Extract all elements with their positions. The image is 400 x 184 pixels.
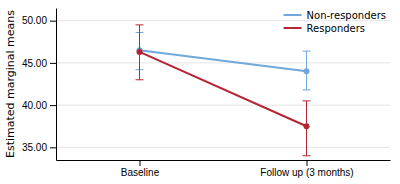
x-axis: Baseline Follow up (3 months) (57, 160, 391, 178)
x-tick: Follow up (3 months) (260, 160, 353, 178)
x-tick-label: Baseline (121, 167, 160, 178)
legend-label: Non-responders (307, 10, 386, 21)
point (304, 123, 310, 129)
y-tick-label: 50.00 (22, 15, 47, 26)
error-bar-cap (303, 51, 311, 52)
y-axis-line (56, 9, 57, 161)
error-bar-cap (303, 155, 311, 156)
legend-swatch (284, 27, 302, 29)
y-tick-label: 45.00 (22, 58, 47, 69)
error-bar-cap (303, 89, 311, 90)
y-tick: 50.00 (22, 15, 56, 26)
y-tick-mark (50, 63, 56, 64)
grid-line (56, 105, 390, 106)
y-tick-label: 40.00 (22, 100, 47, 111)
x-tick-mark (307, 160, 308, 166)
series-line (140, 52, 307, 126)
legend-item: Responders (284, 23, 366, 34)
series-line (140, 50, 307, 71)
legend-swatch (284, 14, 302, 16)
x-tick: Baseline (121, 160, 160, 178)
plot: 35.00 40.00 45.00 50.00 Baseline Follow up (3… (22, 9, 391, 179)
grid (56, 21, 390, 148)
y-tick-label: 35.00 (22, 142, 47, 153)
point (304, 68, 310, 74)
legend-item: Non-responders (284, 10, 386, 21)
point (137, 49, 143, 55)
y-tick-mark (50, 21, 56, 22)
error-bar-cap (303, 100, 311, 101)
error-bar (303, 101, 311, 156)
y-tick: 35.00 (22, 142, 56, 153)
grid-line (56, 62, 390, 63)
error-bar (136, 25, 144, 80)
error-bar-cap (136, 79, 144, 80)
y-tick: 40.00 (22, 100, 56, 111)
chart: 35.00 40.00 45.00 50.00 Baseline Follow up (3… (0, 0, 400, 184)
x-tick-label: Follow up (3 months) (260, 167, 353, 178)
error-bar (303, 51, 311, 90)
y-tick-mark (50, 105, 56, 106)
y-tick-mark (50, 147, 56, 148)
y-tick: 45.00 (22, 58, 56, 69)
y-axis: 35.00 40.00 45.00 50.00 (22, 9, 57, 161)
x-axis-line (57, 160, 391, 161)
error-bar-cap (136, 24, 144, 25)
marks (136, 25, 311, 156)
series (136, 25, 311, 156)
legend-label: Responders (307, 23, 366, 34)
x-tick-mark (140, 160, 141, 166)
grid-line (56, 147, 390, 148)
y-axis-title: Estimated marginal means (4, 10, 17, 158)
legend: Non-responders Responders (284, 10, 386, 34)
